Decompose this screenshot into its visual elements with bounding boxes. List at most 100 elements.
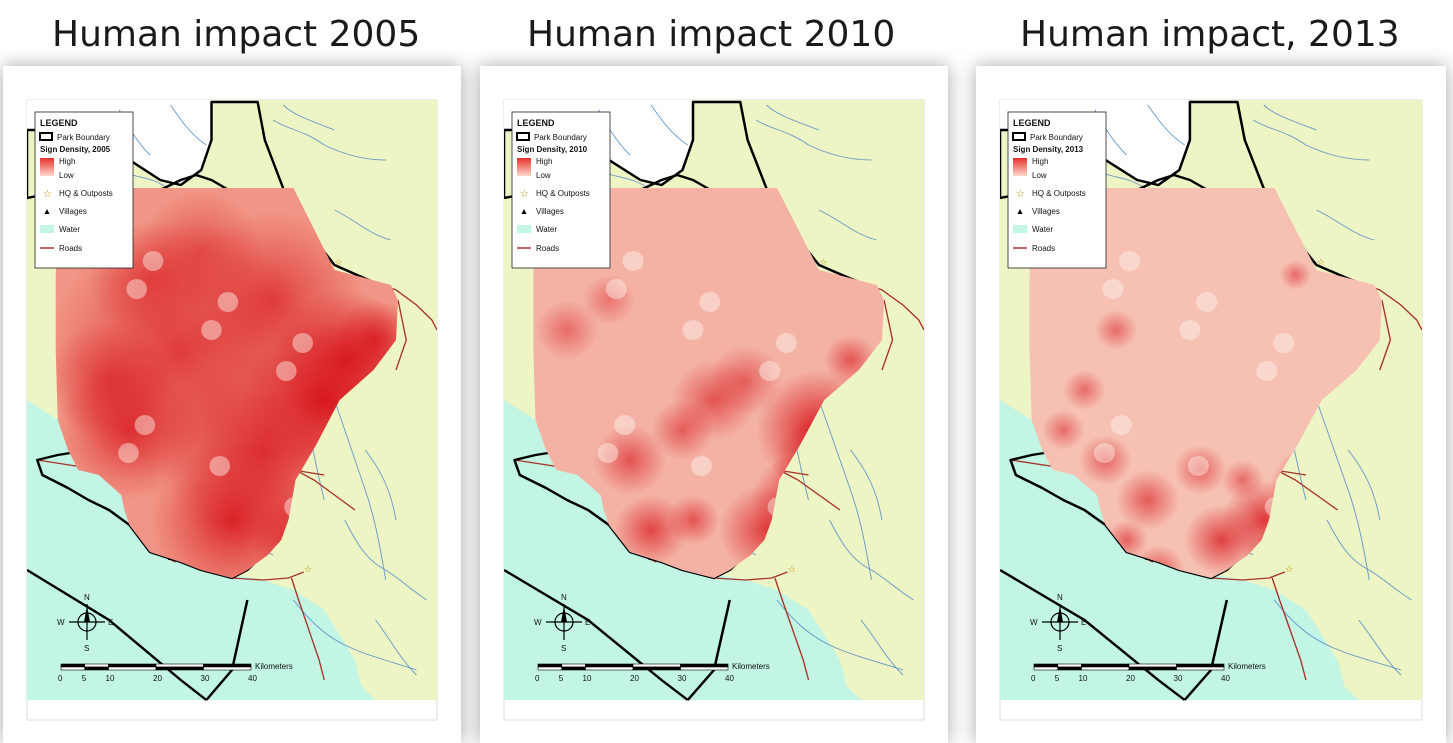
coastal-water [1189, 570, 1349, 700]
compass-rose: N S E W [57, 593, 113, 653]
scale-bar: 0 5 10 20 30 40 Kilometers [1031, 662, 1266, 683]
density-lowspot [1179, 320, 1201, 340]
river [1316, 399, 1370, 581]
legend-hq: HQ & Outposts [1032, 189, 1086, 198]
river [860, 619, 904, 676]
road [290, 577, 325, 681]
legend-high: High [1032, 157, 1048, 166]
road [395, 299, 407, 371]
density-hotspot [1221, 460, 1264, 500]
map-panel-2010: ☆ ☆ ☆ LEGEND Park Boundary Sign Density, 2010… [480, 66, 948, 743]
compass-rose: N S E W [1030, 593, 1086, 653]
density-lowspot [682, 320, 704, 340]
marine-boundary [1000, 568, 1186, 701]
scale-unit: Kilometers [1228, 662, 1266, 671]
density-lowspot [1187, 456, 1209, 476]
legend-high: High [59, 157, 75, 166]
hq-outpost-icon: ☆ [788, 564, 796, 575]
density-gradient-swatch [517, 158, 531, 176]
density-lowspot [614, 415, 636, 435]
legend-park-boundary: Park Boundary [57, 133, 110, 142]
compass-w: W [1030, 618, 1038, 627]
park-boundary-swatch [39, 132, 53, 141]
density-lowspot [209, 456, 230, 476]
density-lowspot [217, 292, 239, 312]
legend: LEGEND Park Boundary Sign Density, 2005 Hig… [34, 111, 134, 269]
river [829, 519, 914, 601]
road [1276, 469, 1339, 511]
river [776, 599, 904, 671]
density-lowspot [1273, 333, 1295, 353]
scale-tick-label: 5 [559, 674, 564, 683]
density-hotspot [1279, 260, 1312, 290]
density-lowspot [201, 320, 222, 340]
map-panel-2005: ☆ ☆ ☆ LEGEND Park Boundary Sign Density, 2005… [3, 66, 461, 743]
hq-outpost-icon: ☆ [304, 565, 312, 575]
density-lowspot [1256, 361, 1278, 381]
legend-hq: HQ & Outposts [536, 189, 590, 198]
water-swatch [1013, 225, 1027, 233]
scale-tick-label: 10 [106, 674, 115, 683]
legend-title: LEGEND [40, 118, 78, 128]
river [1263, 104, 1317, 131]
river [293, 599, 417, 671]
panel-title-2010: Human impact 2010 [527, 14, 896, 55]
scale-tick-label: 0 [58, 674, 63, 683]
compass-e: E [585, 618, 590, 627]
river [650, 104, 689, 146]
scale-tick-label: 0 [1031, 674, 1036, 683]
legend: LEGEND Park Boundary Sign Density, 2010 Hig… [511, 111, 611, 269]
scale-tick-label: 5 [1055, 674, 1060, 683]
river [850, 449, 883, 521]
density-hotspot [651, 400, 714, 460]
density-lowspot [1196, 292, 1218, 312]
scale-tick-label: 0 [535, 674, 540, 683]
density-hotspot [582, 275, 636, 325]
river [272, 119, 386, 161]
river [170, 104, 207, 146]
river [818, 399, 872, 581]
scale-tick-label: 20 [153, 674, 162, 683]
density-gradient-swatch [40, 158, 54, 176]
park-boundary-swatch [1012, 132, 1026, 141]
compass-n: N [561, 593, 567, 602]
road [295, 469, 356, 511]
river [1358, 619, 1402, 676]
scale-tick-label: 20 [630, 674, 639, 683]
scale-tick-label: 40 [725, 674, 734, 683]
density-lowspot [622, 251, 644, 271]
river [1252, 119, 1370, 161]
legend-high: High [536, 157, 552, 166]
density-hotspot [593, 425, 667, 495]
density-lowspot [134, 415, 156, 435]
hq-outpost-icon: ☆ [819, 257, 827, 268]
legend-villages: Villages [1032, 207, 1060, 216]
river [375, 619, 417, 676]
legend-density-label: Sign Density, 2010 [517, 145, 588, 154]
star-icon: ☆ [520, 189, 529, 200]
river [818, 209, 877, 241]
park-boundary-swatch [516, 132, 530, 141]
map-canvas: ☆ ☆ ☆ LEGEND Park Boundary Sign Density, 2013… [999, 99, 1423, 721]
scale-bar: 0 5 10 20 30 40 Kilometers [58, 662, 293, 683]
legend-water: Water [536, 225, 557, 234]
star-icon: ☆ [43, 189, 52, 200]
scale-tick-label: 40 [1221, 674, 1230, 683]
legend-park-boundary: Park Boundary [1030, 133, 1083, 142]
density-gradient-swatch [1013, 158, 1027, 176]
compass-s: S [84, 644, 89, 653]
scale-unit: Kilometers [255, 662, 293, 671]
density-hotspot [1174, 445, 1227, 495]
scale-tick-label: 30 [678, 674, 687, 683]
density-hotspot [1116, 470, 1180, 530]
compass-s: S [1057, 644, 1062, 653]
density-lowspot [276, 361, 297, 381]
river [1147, 104, 1185, 146]
density-hotspot [708, 345, 783, 415]
river [364, 449, 397, 521]
river [344, 519, 428, 601]
density-hotspot [666, 495, 720, 545]
density-hotspot [535, 300, 599, 360]
river [1316, 209, 1375, 241]
density-lowspot [597, 443, 619, 463]
